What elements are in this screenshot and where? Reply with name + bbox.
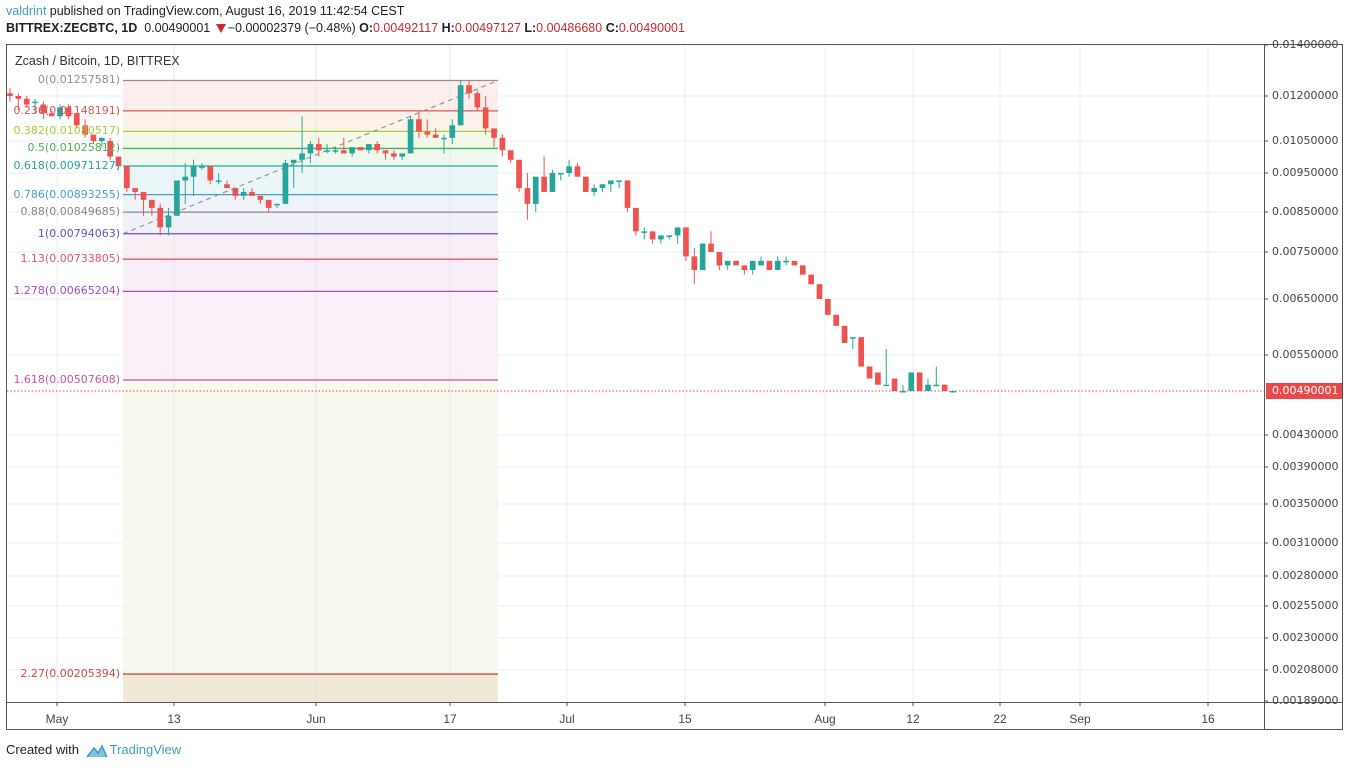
footer: Created with TradingView (6, 742, 181, 758)
last-price: 0.00490001 (144, 21, 211, 35)
time-axis-label: Sep (1069, 712, 1091, 726)
price-axis-label: 0.00550000 (1272, 348, 1339, 361)
symbol-info: BITTREX:ZECBTC, 1D 0.00490001 −0.0000237… (6, 21, 685, 35)
published-text: published on TradingView.com, August 16,… (46, 4, 405, 18)
price-change: −0.00002379 (−0.48%) (227, 21, 356, 35)
fib-level-label: 1(0.00794063) (37, 226, 120, 240)
open-value: 0.00492117 (373, 21, 439, 35)
price-axis-label: 0.01200000 (1272, 89, 1339, 102)
price-axis-label: 0.00230000 (1272, 631, 1339, 644)
time-axis-label: May (45, 712, 69, 726)
chart-legend-title: Zcash / Bitcoin, 1D, BITTREX (15, 54, 180, 68)
price-axis-label: 0.00350000 (1272, 497, 1339, 510)
time-axis-label: 22 (993, 712, 1007, 726)
time-axis-label: 13 (167, 712, 181, 726)
time-axis-label: 12 (906, 712, 920, 726)
price-axis-label: 0.00750000 (1272, 245, 1339, 258)
time-axis-label: 16 (1201, 712, 1215, 726)
time-axis-label: Aug (814, 712, 836, 726)
low-value: 0.00486680 (536, 21, 603, 35)
fib-level-label: 2.27(0.00205394) (20, 667, 120, 681)
price-axis-label: 0.00390000 (1272, 460, 1339, 473)
time-axis-label: 17 (443, 712, 457, 726)
high-label: H: (441, 21, 455, 35)
price-axis-label: 0.00208000 (1272, 663, 1339, 676)
close-value: 0.00490001 (618, 21, 685, 35)
price-axis-label: 0.00430000 (1272, 428, 1339, 441)
price-axis-label: 0.00255000 (1272, 599, 1339, 612)
created-with-text: Created with (6, 742, 79, 757)
fib-level-label: 0(0.01257581) (37, 73, 120, 87)
price-axis-label: 0.01400000 (1272, 38, 1339, 51)
fib-level-label: 1.13(0.00733805) (20, 252, 120, 266)
price-axis-label: 0.00280000 (1272, 569, 1339, 582)
down-arrow-icon (215, 24, 226, 34)
high-value: 0.00497127 (454, 21, 521, 35)
tradingview-link[interactable]: TradingView (109, 742, 182, 757)
fib-level-label: 0.236(0.01148191) (13, 103, 120, 117)
close-label: C: (605, 21, 619, 35)
fib-level-label: 1.278(0.00665204) (13, 284, 120, 298)
price-axis-label: 0.00189000 (1272, 694, 1339, 707)
fib-level-label: 0.5(0.01025812) (27, 141, 120, 155)
tradingview-logo-icon (86, 743, 108, 758)
symbol-name: BITTREX:ZECBTC, 1D (6, 21, 138, 35)
price-axis-label: 0.00850000 (1272, 205, 1339, 218)
fib-level-label: 0.786(0.00893255) (13, 187, 120, 201)
time-axis-label: 15 (678, 712, 692, 726)
fib-level-label: 0.88(0.00849685) (20, 205, 120, 219)
time-axis-divider (6, 702, 1343, 703)
open-label: O: (359, 21, 373, 35)
price-axis-label: 0.00310000 (1272, 536, 1339, 549)
time-axis-label: Jun (306, 712, 326, 726)
price-axis-label: 0.00650000 (1272, 292, 1339, 305)
price-axis-label: 0.01050000 (1272, 134, 1339, 147)
fib-level-label: 0.618(0.00971127) (13, 158, 120, 172)
time-axis-label: Jul (559, 712, 575, 726)
publish-info: valdrint published on TradingView.com, A… (6, 4, 404, 18)
fib-level-label: 0.382(0.01080517) (13, 124, 120, 138)
low-label: L: (524, 21, 537, 35)
author-link[interactable]: valdrint (6, 4, 47, 18)
last-price-tag: 0.00490001 (1266, 383, 1342, 399)
price-axis-divider (1264, 44, 1265, 730)
fib-level-label: 1.618(0.00507608) (13, 372, 120, 386)
chart-frame (6, 44, 1343, 730)
price-axis-label: 0.00950000 (1272, 166, 1339, 179)
